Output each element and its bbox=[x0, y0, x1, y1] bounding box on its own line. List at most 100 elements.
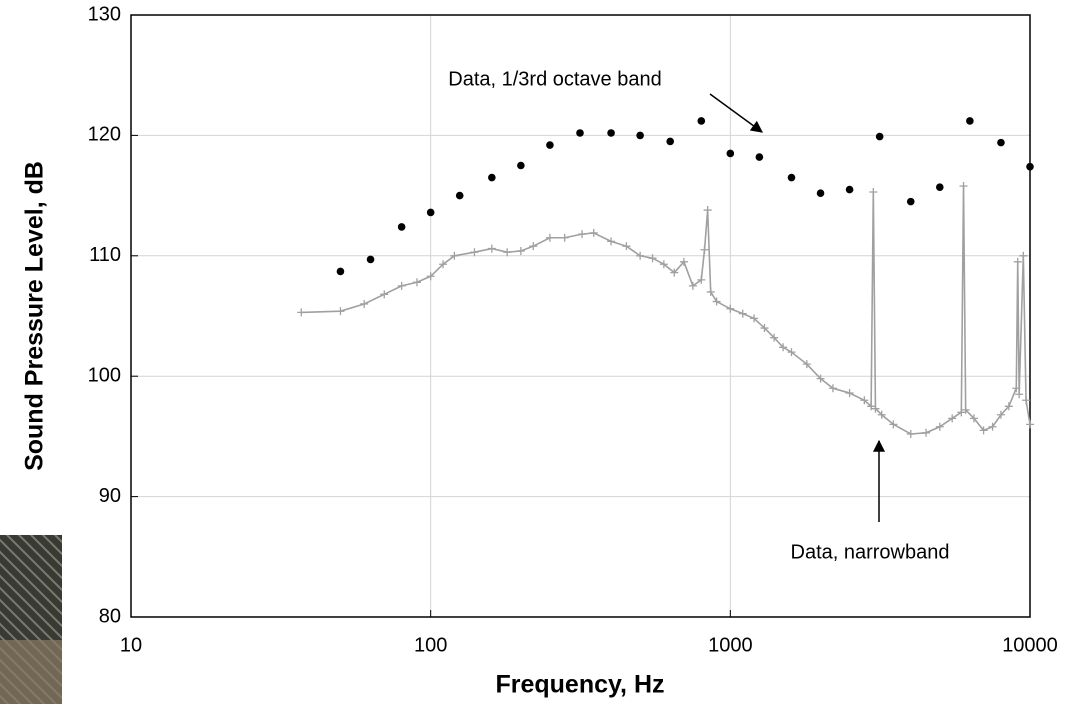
y-tick-label: 110 bbox=[89, 244, 121, 266]
point bbox=[860, 396, 869, 405]
y-tick-label: 100 bbox=[88, 364, 121, 386]
point bbox=[622, 242, 631, 251]
point bbox=[1012, 384, 1021, 393]
point bbox=[578, 230, 587, 239]
point bbox=[816, 189, 825, 197]
annotation: Data, narrowband bbox=[791, 541, 950, 563]
point bbox=[1026, 162, 1034, 171]
point bbox=[845, 389, 854, 398]
point bbox=[576, 129, 584, 137]
point bbox=[697, 117, 706, 125]
point bbox=[648, 254, 657, 263]
point bbox=[966, 117, 974, 125]
point bbox=[1022, 396, 1031, 405]
point bbox=[366, 255, 375, 264]
marks bbox=[297, 117, 1034, 438]
y-axis-title: Sound Pressure Level, dB bbox=[21, 161, 49, 471]
point bbox=[607, 237, 616, 246]
point bbox=[397, 281, 406, 290]
point bbox=[688, 281, 697, 290]
point bbox=[666, 137, 675, 146]
series-line bbox=[301, 185, 1031, 435]
y-tick-label: 130 bbox=[88, 3, 121, 25]
point bbox=[703, 206, 712, 215]
point bbox=[455, 191, 464, 200]
point bbox=[706, 287, 715, 296]
point bbox=[770, 333, 779, 342]
point bbox=[336, 307, 345, 316]
point bbox=[529, 242, 538, 251]
point bbox=[869, 187, 878, 196]
y-tick-label: 90 bbox=[99, 485, 121, 507]
point bbox=[487, 244, 496, 253]
point bbox=[787, 173, 796, 182]
point bbox=[1013, 257, 1022, 266]
point bbox=[636, 251, 645, 260]
point bbox=[450, 251, 459, 260]
point bbox=[488, 173, 496, 182]
point bbox=[787, 348, 796, 357]
point bbox=[297, 308, 306, 317]
point bbox=[1004, 402, 1013, 411]
x-tick-label: 10000 bbox=[1002, 634, 1058, 656]
point bbox=[906, 197, 915, 206]
point bbox=[412, 278, 421, 287]
series bbox=[297, 181, 1034, 438]
point bbox=[726, 149, 735, 158]
point bbox=[726, 304, 735, 313]
y-tick-label: 80 bbox=[99, 605, 121, 627]
point bbox=[517, 161, 525, 170]
y-tick-label: 120 bbox=[88, 124, 121, 146]
point bbox=[875, 132, 884, 141]
x-tick-label: 10 bbox=[120, 634, 142, 656]
x-tick-label: 1000 bbox=[708, 634, 753, 656]
point bbox=[712, 297, 721, 306]
point bbox=[560, 233, 569, 242]
point bbox=[700, 245, 709, 254]
point bbox=[957, 408, 966, 417]
point bbox=[659, 260, 668, 269]
point bbox=[877, 410, 886, 419]
point bbox=[546, 141, 554, 149]
grid bbox=[130, 14, 1031, 618]
point bbox=[1026, 420, 1034, 429]
point bbox=[922, 428, 931, 437]
point bbox=[961, 405, 970, 414]
point bbox=[738, 309, 747, 318]
annotation: Data, 1/3rd octave band bbox=[448, 68, 661, 90]
point bbox=[816, 374, 825, 383]
x-axis-title: Frequency, Hz bbox=[495, 671, 664, 699]
annotation-arrow bbox=[709, 93, 763, 133]
point bbox=[589, 228, 598, 237]
point bbox=[889, 420, 898, 429]
point bbox=[845, 185, 854, 194]
series bbox=[336, 117, 1034, 276]
point bbox=[996, 410, 1005, 419]
point bbox=[867, 402, 876, 411]
point bbox=[1019, 251, 1028, 260]
point bbox=[679, 257, 688, 266]
point bbox=[607, 129, 615, 137]
point bbox=[697, 275, 706, 284]
x-tick-label: 100 bbox=[414, 634, 447, 656]
point bbox=[750, 314, 759, 323]
point bbox=[948, 414, 957, 423]
point bbox=[802, 360, 811, 369]
point bbox=[470, 248, 479, 257]
point bbox=[439, 260, 448, 269]
point bbox=[979, 426, 988, 435]
point bbox=[935, 422, 944, 431]
point bbox=[336, 267, 345, 276]
point bbox=[760, 324, 769, 333]
point bbox=[755, 153, 764, 161]
point bbox=[1015, 390, 1024, 399]
point bbox=[426, 272, 435, 281]
point bbox=[997, 138, 1005, 147]
point bbox=[360, 299, 369, 308]
point bbox=[959, 181, 968, 190]
plot-frame bbox=[130, 14, 1031, 618]
point bbox=[503, 248, 512, 257]
point bbox=[906, 429, 915, 438]
